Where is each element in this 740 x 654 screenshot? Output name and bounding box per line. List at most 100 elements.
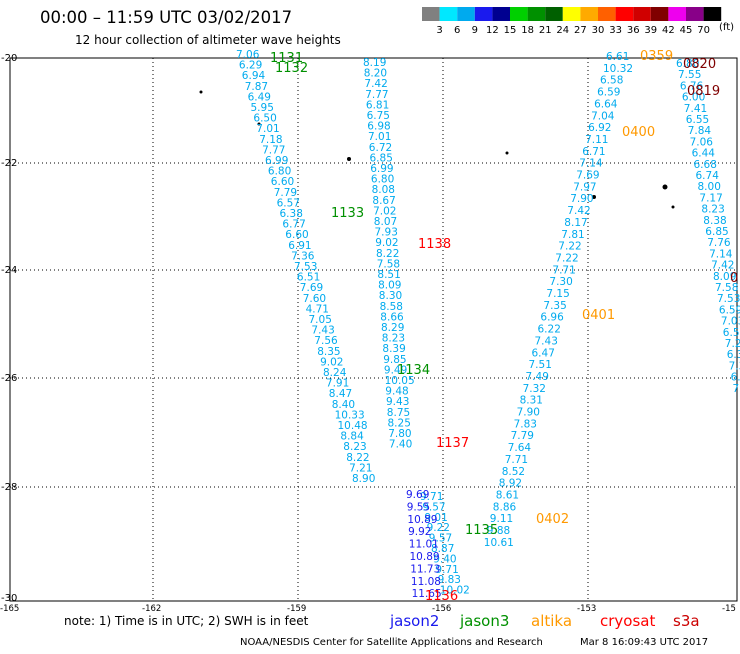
x-tick-label: -165: [0, 604, 19, 614]
wave-height-observations: 7.066.296.947.876.495.956.507.017.187.77…: [236, 49, 740, 600]
wave-height-value: 7.22: [555, 252, 578, 264]
island-marker: [663, 185, 668, 190]
colorbar-label: 27: [574, 25, 587, 36]
page-title: 00:00 – 11:59 UTC 03/02/2017: [40, 8, 292, 27]
y-tick-label: -26: [1, 373, 17, 384]
wave-height-value: 7.14: [579, 158, 603, 170]
colorbar-label: 42: [662, 25, 675, 36]
legend-item-altika: altika: [531, 612, 572, 630]
island-marker: [200, 91, 203, 94]
wave-height-value: 7.90: [517, 407, 540, 419]
wave-height-value: 8.23: [701, 204, 724, 216]
wave-height-value: 7.30: [549, 276, 572, 288]
colorbar-swatch: [616, 7, 634, 21]
wave-height-value: 10.89: [407, 514, 437, 526]
colorbar-swatch: [422, 7, 440, 21]
x-tick-label: -159: [287, 604, 306, 614]
wave-height-value: 10.89: [410, 551, 440, 563]
wave-height-value: 7.14: [709, 248, 733, 260]
wave-height-value: 8.38: [703, 215, 726, 227]
wave-height-value: 11.73: [410, 563, 440, 575]
wave-height-value: 9.92: [408, 526, 431, 538]
colorbar-swatch: [563, 7, 581, 21]
pass-label: 1136: [425, 589, 458, 604]
wave-height-value: 6.22: [538, 324, 561, 336]
colorbar-label: 6: [454, 25, 460, 36]
wave-height-value: 11.08: [411, 576, 441, 588]
wave-height-value: 8.86: [493, 501, 517, 513]
colorbar-swatch: [633, 7, 651, 21]
footer-timestamp: Mar 8 16:09:43 UTC 2017: [580, 637, 708, 648]
wave-height-value: 7.71: [552, 264, 575, 276]
wave-height-value: 6.68: [694, 159, 717, 171]
colorbar-label: 12: [486, 25, 499, 36]
legend-item-cryosat: cryosat: [600, 612, 655, 630]
pass-label: 1137: [436, 436, 469, 451]
y-tick-label: -30: [1, 593, 17, 604]
colorbar-label: 45: [680, 25, 693, 36]
wave-height-value: 7.97: [573, 181, 596, 193]
wave-height-value: 7.79: [511, 430, 534, 442]
x-tick-label: -153: [577, 604, 596, 614]
colorbar-swatch: [651, 7, 669, 21]
wave-height-value: 7.40: [389, 439, 412, 451]
wave-height-value: 6.59: [719, 304, 740, 316]
wave-height-value: 7.69: [576, 170, 599, 182]
wave-height-value: 7.53: [717, 293, 740, 305]
wave-height-value: 6.96: [540, 312, 564, 324]
wave-height-value: 7.41: [684, 103, 707, 115]
y-tick-label: -24: [1, 265, 17, 276]
colorbar-label: 24: [556, 25, 569, 36]
colorbar-swatch: [510, 7, 528, 21]
wave-height-value: 11.01: [409, 539, 439, 551]
colorbar-swatch: [686, 7, 704, 21]
wave-height-value: 6.64: [594, 98, 618, 110]
colorbar-label: 39: [644, 25, 657, 36]
pass-label: 0819: [687, 84, 720, 99]
colorbar-unit: (ft): [719, 22, 734, 33]
y-tick-label: -20: [1, 53, 17, 64]
colorbar-label: 33: [609, 25, 622, 36]
wave-height-value: 6.71: [582, 146, 605, 158]
pass-label: 0401: [582, 308, 615, 323]
colorbar-label: 18: [521, 25, 534, 36]
wave-height-value: 6.44: [692, 148, 716, 160]
satellite-legend: note: 1) Time is in UTC; 2) SWH is in fe…: [64, 612, 700, 630]
colorbar-label: 30: [592, 25, 605, 36]
wave-height-value: 7.4: [733, 383, 740, 395]
wave-height-value: 6.55: [686, 114, 709, 126]
wave-height-value: 7.90: [570, 193, 593, 205]
wave-height-value: 9.55: [407, 501, 430, 513]
wave-height-value: 6.85: [705, 226, 728, 238]
wave-height-value: 6.9: [731, 372, 740, 384]
colorbar-label: 3: [436, 25, 442, 36]
colorbar-swatch: [545, 7, 563, 21]
pass-label: 1138: [418, 237, 451, 252]
legend-item-s3a: s3a: [673, 612, 700, 630]
wave-height-value: 7.84: [688, 125, 712, 137]
wave-height-value: 7.32: [523, 383, 546, 395]
wave-height-value: 6.57: [723, 327, 740, 339]
wave-height-value: 7.3: [729, 360, 740, 372]
x-tick-label: -15: [722, 604, 736, 614]
colorbar-swatch: [528, 7, 546, 21]
wave-height-value: 7.49: [526, 371, 549, 383]
colorbar-label: 15: [504, 25, 517, 36]
pass-label: 1132: [275, 61, 308, 76]
wave-height-value: 7.06: [690, 136, 714, 148]
legend-item-jason3: jason3: [459, 612, 509, 630]
wave-height-value: 7.42: [567, 205, 590, 217]
wave-height-value: 7.04: [591, 110, 615, 122]
colorbar-swatch: [492, 7, 510, 21]
colorbar-swatch: [457, 7, 475, 21]
colorbar-swatch: [668, 7, 686, 21]
wave-height-value: 7.03: [721, 316, 740, 328]
wave-height-value: 10.61: [484, 537, 514, 549]
wave-height-value: 6.61: [606, 51, 629, 63]
colorbar-swatch: [475, 7, 493, 21]
wave-height-value: 8.17: [564, 217, 587, 229]
wave-height-value: 9.69: [406, 489, 429, 501]
pass-label: 1133: [331, 206, 364, 221]
footer-credit: NOAA/NESDIS Center for Satellite Applica…: [240, 637, 543, 648]
